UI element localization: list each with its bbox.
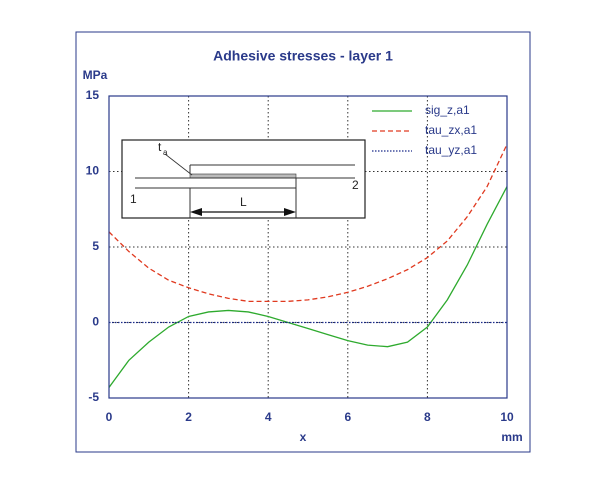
inset-frame bbox=[121, 139, 366, 219]
x-tick-label: 2 bbox=[185, 410, 192, 424]
lines bbox=[108, 144, 508, 388]
series-line bbox=[108, 186, 508, 388]
y-unit: MPa bbox=[83, 68, 108, 82]
inset-label: t bbox=[158, 140, 162, 154]
y-tick-label: 15 bbox=[86, 88, 100, 102]
y-tick-label: -5 bbox=[88, 390, 99, 404]
legend: sig_z,a1 tau_zx,a1 tau_yz,a1 bbox=[372, 103, 477, 157]
inset-label: 1 bbox=[130, 192, 137, 206]
inset-leader bbox=[164, 153, 193, 176]
legend-label: sig_z,a1 bbox=[425, 103, 470, 117]
inset-label: 2 bbox=[352, 178, 359, 192]
chart-title: Adhesive stresses - layer 1 bbox=[213, 48, 393, 64]
x-tick-label: 6 bbox=[344, 410, 351, 424]
x-tick-label: 10 bbox=[500, 410, 514, 424]
legend-label: tau_yz,a1 bbox=[425, 143, 477, 157]
inset-label: a bbox=[163, 148, 168, 157]
plot-frame bbox=[108, 95, 508, 399]
series-line bbox=[108, 144, 508, 303]
chart-frame bbox=[75, 31, 531, 453]
x-tick-label: 0 bbox=[106, 410, 113, 424]
x-unit: mm bbox=[501, 430, 522, 444]
x-label: x bbox=[300, 430, 307, 444]
x-tick-label: 8 bbox=[424, 410, 431, 424]
inset-label: L bbox=[240, 195, 247, 209]
y-tick-label: 10 bbox=[86, 164, 100, 178]
inset: t a 1 2 L bbox=[121, 139, 366, 219]
y-tick-label: 0 bbox=[92, 315, 99, 329]
legend-label: tau_zx,a1 bbox=[425, 123, 477, 137]
inset-adhesive bbox=[189, 173, 297, 179]
inset-arrowheads bbox=[190, 208, 296, 216]
x-tick-label: 4 bbox=[265, 410, 272, 424]
y-tick-label: 5 bbox=[92, 239, 99, 253]
